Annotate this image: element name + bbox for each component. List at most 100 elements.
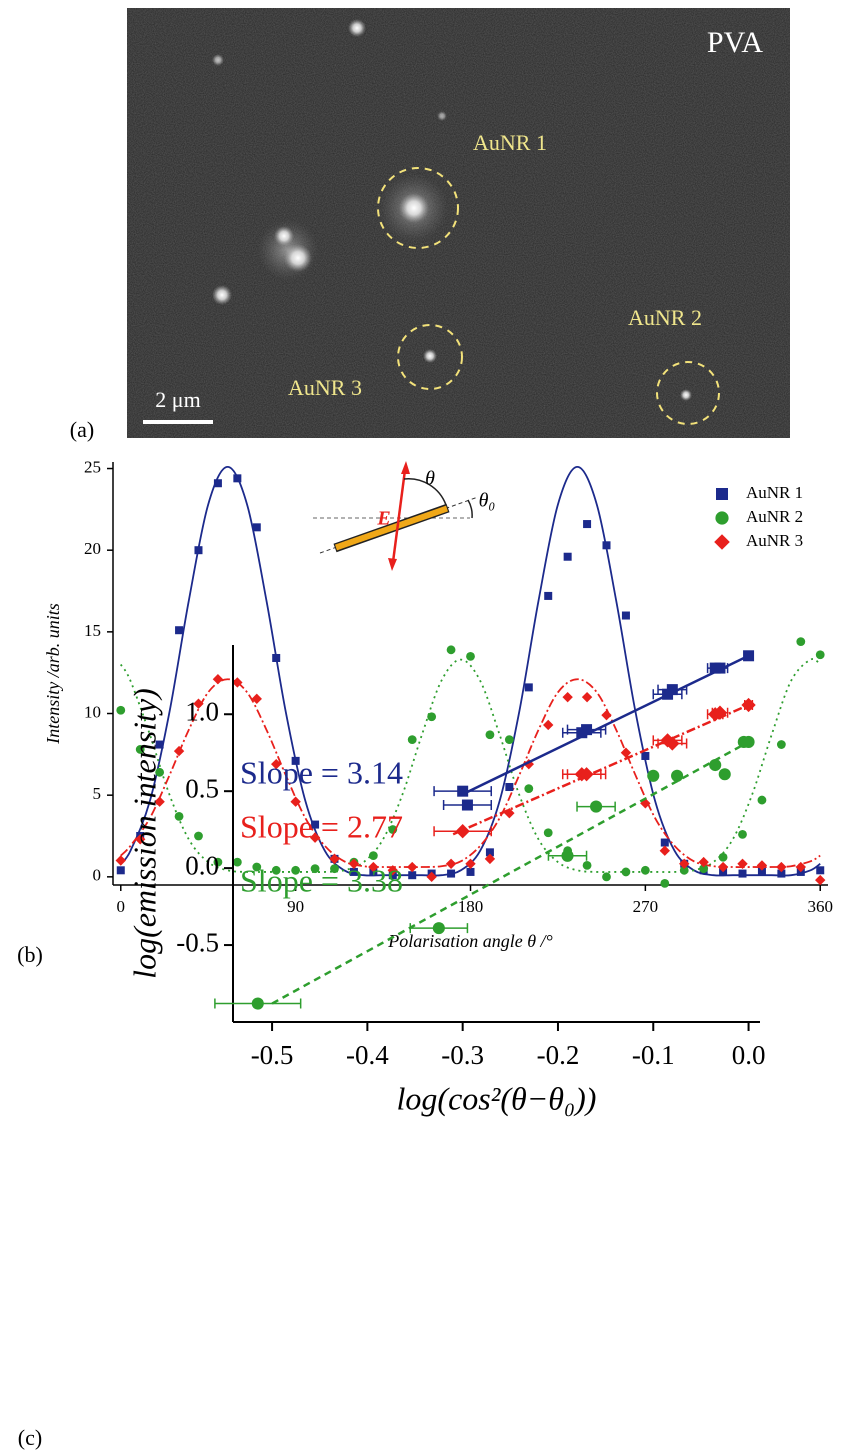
- data-point: [135, 745, 145, 754]
- fit-line: [119, 658, 821, 873]
- particle-label: AuNR 3: [288, 375, 362, 400]
- legend-marker: [714, 534, 730, 550]
- data-point: [679, 865, 689, 875]
- data-point: [115, 855, 126, 866]
- data-point: [485, 848, 494, 857]
- y-tick-label: 5: [93, 784, 102, 803]
- data-point: [194, 546, 203, 555]
- data-point: [466, 867, 475, 876]
- data-point: [173, 745, 185, 757]
- data-point: [671, 769, 684, 782]
- data-point: [213, 479, 222, 488]
- data-point: [620, 747, 632, 758]
- data-point: [290, 796, 301, 807]
- x-tick-label: 180: [458, 897, 484, 916]
- matrix-label: PVA: [707, 26, 763, 59]
- data-point: [116, 705, 126, 715]
- data-point: [743, 650, 755, 662]
- x-tick-label: 270: [633, 897, 659, 916]
- data-point: [742, 735, 755, 748]
- x-tick-label: 360: [807, 897, 833, 916]
- slope-annotation: Slope = 3.14: [240, 754, 403, 790]
- x-tick-label: 0.0: [732, 1040, 766, 1070]
- data-point: [213, 857, 223, 867]
- data-point: [155, 767, 165, 777]
- data-point: [717, 861, 729, 873]
- data-point: [718, 852, 728, 862]
- data-point: [427, 712, 437, 722]
- data-point: [660, 878, 670, 888]
- data-point: [718, 768, 731, 781]
- data-point: [465, 858, 476, 869]
- data-point: [311, 820, 320, 829]
- data-point: [579, 767, 594, 782]
- y-tick-label: 0.0: [185, 850, 219, 880]
- data-point: [698, 856, 709, 868]
- y-tick-label: 20: [84, 539, 101, 558]
- data-point: [795, 861, 806, 873]
- data-point: [212, 674, 224, 685]
- data-point: [590, 800, 603, 813]
- data-point: [524, 683, 533, 692]
- data-point: [232, 857, 242, 867]
- data-point: [621, 867, 631, 877]
- data-point: [252, 862, 262, 872]
- data-point: [291, 756, 300, 765]
- data-point: [348, 858, 360, 869]
- data-point: [647, 769, 660, 782]
- data-point: [777, 869, 786, 878]
- panel-label: (c): [18, 1425, 42, 1450]
- data-point: [329, 853, 340, 865]
- data-point: [116, 866, 125, 875]
- data-point: [741, 697, 756, 713]
- slope-annotation: Slope = 2.77: [240, 808, 403, 844]
- data-point: [563, 552, 572, 561]
- data-point: [368, 851, 378, 861]
- data-point: [291, 865, 301, 875]
- y-axis-label: Intensity /arb. units: [43, 603, 63, 745]
- data-point: [407, 735, 417, 745]
- data-point: [252, 523, 261, 532]
- data-point: [641, 751, 650, 760]
- data-point: [699, 864, 709, 874]
- data-point: [447, 869, 456, 878]
- legend-marker: [716, 488, 728, 500]
- data-point: [738, 869, 747, 878]
- data-point: [271, 865, 281, 875]
- data-point: [457, 785, 469, 797]
- data-point: [408, 871, 417, 880]
- panel-label: (b): [17, 942, 43, 967]
- data-point: [640, 865, 650, 875]
- data-point: [581, 724, 593, 736]
- data-point: [659, 845, 670, 856]
- microscopy-image: [127, 8, 790, 438]
- data-point: [562, 691, 573, 703]
- data-point: [816, 866, 825, 875]
- data-point: [524, 784, 534, 794]
- data-point: [583, 520, 592, 529]
- data-point: [602, 541, 611, 550]
- legend-label: AuNR 3: [746, 531, 803, 550]
- data-point: [665, 736, 680, 751]
- data-point: [621, 611, 630, 620]
- y-tick-label: 15: [84, 621, 101, 640]
- data-point: [602, 872, 611, 882]
- data-point: [175, 626, 184, 635]
- y-tick-label: 0: [93, 866, 102, 885]
- data-point: [601, 709, 612, 721]
- panel-label: (a): [70, 417, 94, 442]
- x-tick-label: -0.5: [251, 1040, 294, 1070]
- data-point: [504, 807, 515, 819]
- x-tick-label: 90: [287, 897, 304, 916]
- data-point: [446, 645, 456, 655]
- y-tick-label: 0.5: [185, 773, 219, 803]
- data-point: [815, 650, 825, 660]
- data-point: [544, 591, 553, 600]
- data-point: [455, 824, 470, 839]
- orientation-sketch: [313, 461, 479, 571]
- data-point: [310, 864, 320, 874]
- data-point: [756, 860, 768, 871]
- data-point: [505, 783, 514, 792]
